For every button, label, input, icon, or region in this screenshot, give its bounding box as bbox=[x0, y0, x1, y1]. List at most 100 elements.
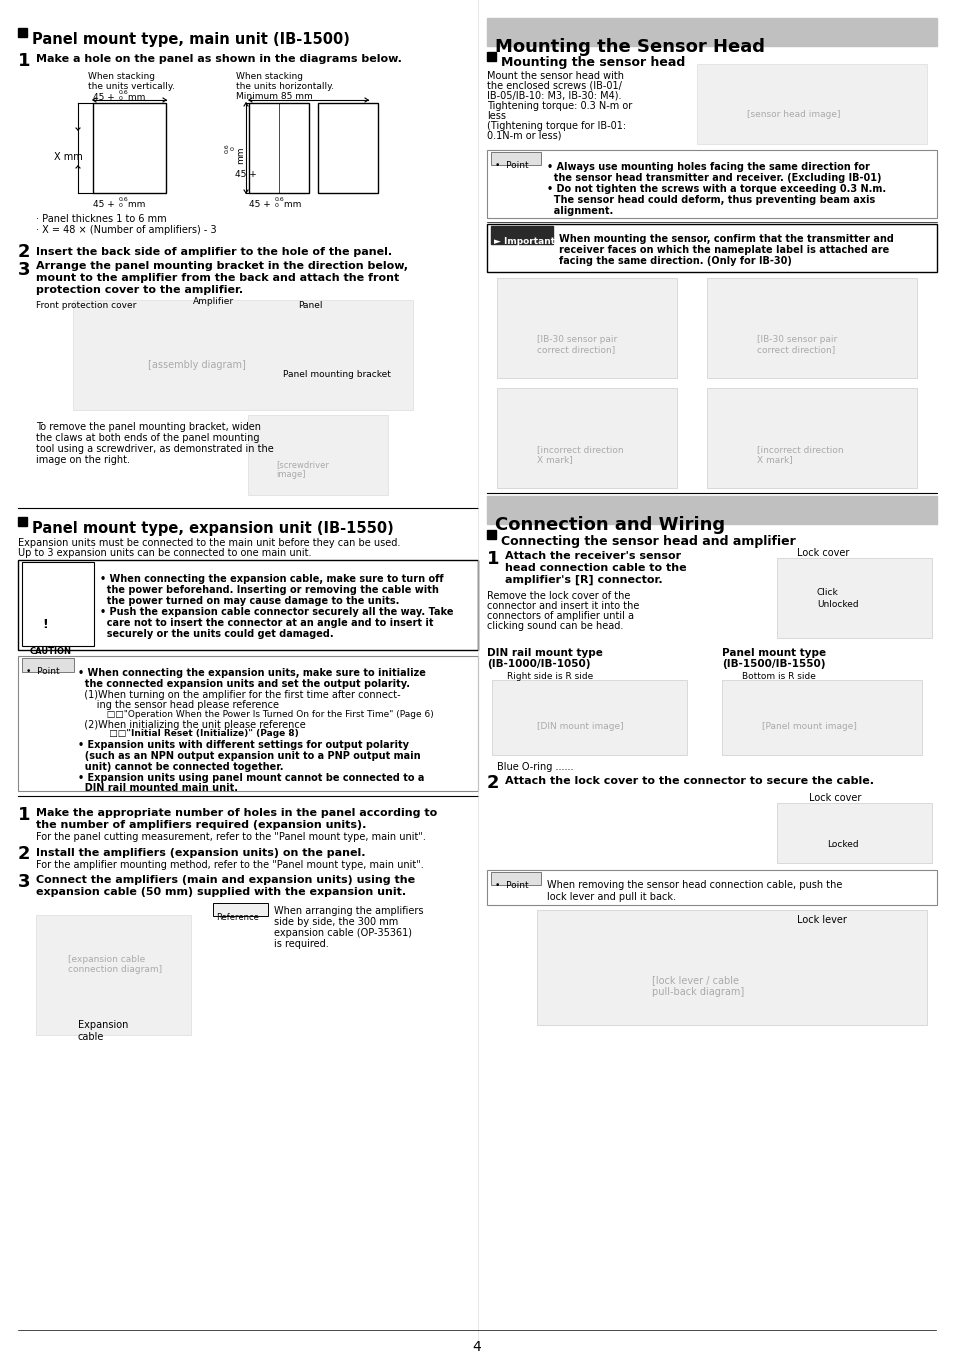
Text: • When connecting the expansion units, make sure to initialize: • When connecting the expansion units, m… bbox=[78, 667, 425, 678]
Text: Attach the lock cover to the connector to secure the cable.: Attach the lock cover to the connector t… bbox=[504, 775, 873, 786]
Text: ing the sensor head please reference: ing the sensor head please reference bbox=[78, 700, 278, 711]
Text: Up to 3 expansion units can be connected to one main unit.: Up to 3 expansion units can be connected… bbox=[18, 549, 312, 558]
Text: 2: 2 bbox=[486, 774, 499, 792]
Polygon shape bbox=[26, 598, 86, 644]
Bar bbox=[497, 278, 677, 378]
Text: [Panel mount image]: [Panel mount image] bbox=[761, 721, 856, 731]
Bar bbox=[18, 561, 477, 650]
Bar bbox=[706, 278, 916, 378]
Text: When mounting the sensor, confirm that the transmitter and: When mounting the sensor, confirm that t… bbox=[558, 234, 893, 245]
Text: !: ! bbox=[42, 617, 48, 631]
Text: less: less bbox=[486, 111, 505, 122]
Text: • Expansion units using panel mount cannot be connected to a: • Expansion units using panel mount cann… bbox=[78, 773, 424, 784]
Text: Mounting the Sensor Head: Mounting the Sensor Head bbox=[495, 38, 764, 55]
Text: The sensor head could deform, thus preventing beam axis: The sensor head could deform, thus preve… bbox=[546, 195, 874, 205]
Text: Remove the lock cover of the: Remove the lock cover of the bbox=[486, 590, 630, 601]
Text: For the panel cutting measurement, refer to the "Panel mount type, main unit".: For the panel cutting measurement, refer… bbox=[36, 832, 425, 842]
Text: mount to the amplifier from the back and attach the front: mount to the amplifier from the back and… bbox=[36, 273, 399, 282]
Text: • Do not tighten the screws with a torque exceeding 0.3 N.m.: • Do not tighten the screws with a torqu… bbox=[546, 184, 885, 195]
Text: the claws at both ends of the panel mounting: the claws at both ends of the panel moun… bbox=[36, 434, 259, 443]
Text: [incorrect direction
X mark]: [incorrect direction X mark] bbox=[757, 444, 842, 465]
Text: Amplifier: Amplifier bbox=[193, 297, 233, 305]
Text: expansion cable (50 mm) supplied with the expansion unit.: expansion cable (50 mm) supplied with th… bbox=[36, 888, 406, 897]
Text: tool using a screwdriver, as demonstrated in the: tool using a screwdriver, as demonstrate… bbox=[36, 444, 274, 454]
Text: Attach the receiver's sensor: Attach the receiver's sensor bbox=[504, 551, 680, 561]
Text: DIN rail mounted main unit.: DIN rail mounted main unit. bbox=[78, 784, 237, 793]
Text: Lock cover: Lock cover bbox=[796, 549, 848, 558]
Text: the units vertically.: the units vertically. bbox=[88, 82, 174, 91]
Bar bbox=[248, 415, 388, 494]
Text: receiver faces on which the nameplate label is attached are: receiver faces on which the nameplate la… bbox=[558, 245, 888, 255]
Text: When arranging the amplifiers: When arranging the amplifiers bbox=[274, 907, 423, 916]
Text: the power beforehand. Inserting or removing the cable with: the power beforehand. Inserting or remov… bbox=[100, 585, 438, 594]
Text: •  Point: • Point bbox=[495, 161, 528, 170]
Text: Right side is R side: Right side is R side bbox=[506, 671, 593, 681]
Text: X mm: X mm bbox=[54, 153, 83, 162]
Bar bbox=[317, 103, 377, 193]
Text: Arrange the panel mounting bracket in the direction below,: Arrange the panel mounting bracket in th… bbox=[36, 261, 408, 272]
Text: Mount the sensor head with: Mount the sensor head with bbox=[486, 72, 623, 81]
Text: 0.6: 0.6 bbox=[225, 143, 230, 153]
Text: 0.6: 0.6 bbox=[119, 91, 129, 95]
Text: • Expansion units with different settings for output polarity: • Expansion units with different setting… bbox=[78, 740, 409, 750]
Text: When removing the sensor head connection cable, push the: When removing the sensor head connection… bbox=[546, 880, 841, 890]
Text: Minimum 85 mm: Minimum 85 mm bbox=[235, 92, 313, 101]
Text: 45 +: 45 + bbox=[92, 200, 117, 209]
Text: expansion cable (OP-35361): expansion cable (OP-35361) bbox=[274, 928, 412, 938]
Bar bbox=[486, 870, 936, 905]
Text: 0.6: 0.6 bbox=[119, 197, 129, 203]
Text: Panel mount type, expansion unit (IB-1550): Panel mount type, expansion unit (IB-155… bbox=[32, 521, 394, 536]
Text: [IB-30 sensor pair
correct direction]: [IB-30 sensor pair correct direction] bbox=[537, 335, 617, 354]
Bar bbox=[486, 150, 936, 218]
Text: [expansion cable
connection diagram]: [expansion cable connection diagram] bbox=[68, 955, 162, 974]
Bar bbox=[213, 902, 268, 916]
Text: 0: 0 bbox=[119, 96, 123, 101]
Bar bbox=[492, 680, 686, 755]
Text: [IB-30 sensor pair
correct direction]: [IB-30 sensor pair correct direction] bbox=[757, 335, 837, 354]
Text: alignment.: alignment. bbox=[546, 205, 613, 216]
Text: When stacking: When stacking bbox=[235, 72, 303, 81]
Text: Connecting the sensor head and amplifier: Connecting the sensor head and amplifier bbox=[500, 535, 795, 549]
Text: When stacking: When stacking bbox=[88, 72, 154, 81]
Text: • When connecting the expansion cable, make sure to turn off: • When connecting the expansion cable, m… bbox=[100, 574, 443, 584]
Text: the sensor head transmitter and receiver. (Excluding IB-01): the sensor head transmitter and receiver… bbox=[546, 173, 881, 182]
Bar bbox=[486, 496, 936, 524]
Text: lock lever and pull it back.: lock lever and pull it back. bbox=[546, 892, 676, 902]
Text: [sensor head image]: [sensor head image] bbox=[746, 109, 840, 119]
Text: Click: Click bbox=[816, 588, 838, 597]
Text: Install the amplifiers (expansion units) on the panel.: Install the amplifiers (expansion units)… bbox=[36, 848, 365, 858]
Bar bbox=[497, 388, 677, 488]
Text: •  Point: • Point bbox=[26, 667, 59, 676]
Bar bbox=[486, 530, 496, 539]
Text: connectors of amplifier until a: connectors of amplifier until a bbox=[486, 611, 634, 621]
Text: 45 +: 45 + bbox=[249, 200, 274, 209]
Text: 0.6: 0.6 bbox=[274, 197, 284, 203]
Bar bbox=[491, 153, 540, 165]
Text: To remove the panel mounting bracket, widen: To remove the panel mounting bracket, wi… bbox=[36, 422, 261, 432]
Text: □□"Initial Reset (Initialize)" (Page 8): □□"Initial Reset (Initialize)" (Page 8) bbox=[78, 730, 298, 738]
Text: Locked: Locked bbox=[826, 840, 858, 848]
Text: (1)When turning on the amplifier for the first time after connect-: (1)When turning on the amplifier for the… bbox=[78, 690, 400, 700]
Text: Make the appropriate number of holes in the panel according to: Make the appropriate number of holes in … bbox=[36, 808, 436, 817]
Bar bbox=[491, 226, 553, 245]
Bar bbox=[486, 51, 496, 61]
Text: mm: mm bbox=[281, 200, 301, 209]
Text: 0: 0 bbox=[231, 146, 235, 150]
Text: 4: 4 bbox=[472, 1340, 481, 1351]
Text: Panel mount type: Panel mount type bbox=[721, 648, 825, 658]
Bar bbox=[73, 300, 413, 409]
Bar bbox=[706, 388, 916, 488]
Text: [assembly diagram]: [assembly diagram] bbox=[148, 359, 246, 370]
Text: Insert the back side of amplifier to the hole of the panel.: Insert the back side of amplifier to the… bbox=[36, 247, 392, 257]
Text: Mounting the sensor head: Mounting the sensor head bbox=[500, 55, 684, 69]
Text: Connection and Wiring: Connection and Wiring bbox=[495, 516, 724, 534]
Text: protection cover to the amplifier.: protection cover to the amplifier. bbox=[36, 285, 243, 295]
Text: Lock cover: Lock cover bbox=[808, 793, 861, 802]
Text: Expansion units must be connected to the main unit before they can be used.: Expansion units must be connected to the… bbox=[18, 538, 400, 549]
Text: Connect the amplifiers (main and expansion units) using the: Connect the amplifiers (main and expansi… bbox=[36, 875, 415, 885]
Text: • Always use mounting holes facing the same direction for: • Always use mounting holes facing the s… bbox=[546, 162, 869, 172]
Text: care not to insert the connector at an angle and to insert it: care not to insert the connector at an a… bbox=[100, 617, 433, 628]
Bar bbox=[721, 680, 921, 755]
Text: the connected expansion units and set the output polarity.: the connected expansion units and set th… bbox=[78, 680, 410, 689]
Text: • Push the expansion cable connector securely all the way. Take: • Push the expansion cable connector sec… bbox=[100, 607, 453, 617]
